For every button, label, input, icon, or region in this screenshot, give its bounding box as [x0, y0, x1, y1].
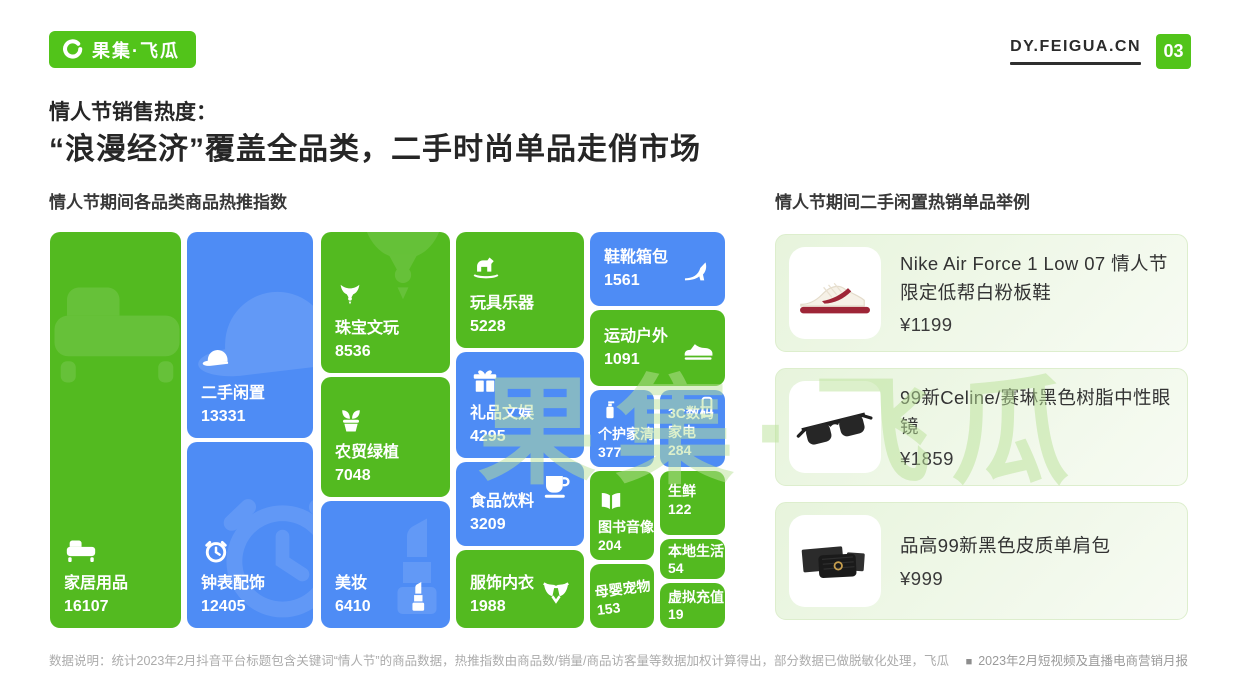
bikini-icon	[538, 576, 574, 612]
handbag-photo-icon	[801, 546, 865, 579]
product-card-leather-bag: 品高99新黑色皮质单肩包 ¥999	[775, 502, 1188, 620]
product-price: ¥1199	[900, 314, 953, 336]
brand-logo: 果集·飞瓜	[49, 31, 196, 68]
treemap-cell-local-life: 本地生活 54	[660, 539, 725, 579]
site-underline	[1010, 62, 1141, 65]
jewelry-icon	[335, 281, 365, 311]
title-kicker: 情人节销售热度：	[49, 101, 217, 124]
sunglasses-photo-icon	[796, 412, 873, 445]
site-url: DY.FEIGUA.CN	[1010, 38, 1141, 65]
treemap-section-heading: 情人节期间各品类商品热推指数	[49, 193, 287, 212]
treemap-cell-shoes-bags: 鞋靴箱包 1561	[590, 232, 725, 306]
sneaker-photo-icon	[800, 282, 870, 314]
rocking-horse-icon	[470, 254, 502, 286]
product-image-sunglasses	[789, 381, 881, 473]
open-book-icon	[598, 488, 624, 514]
product-image-bag	[789, 515, 881, 607]
product-name: Nike Air Force 1 Low 07 情人节限定低帮白粉板鞋	[900, 252, 1168, 303]
coffee-cup-icon	[540, 470, 572, 502]
product-name: 品高99新黑色皮质单肩包	[900, 535, 1111, 557]
treemap-cell-books-media: 图书音像 204	[590, 471, 654, 560]
product-card-list: Nike Air Force 1 Low 07 情人节限定低帮白粉板鞋 ¥119…	[775, 234, 1188, 636]
treemap-cell-home-goods: 家居用品 16107	[50, 232, 181, 628]
product-card-celine-glasses: 99新Celine/赛琳黑色树脂中性眼镜 ¥1859	[775, 368, 1188, 486]
treemap-cell-apparel-underwear: 服饰内衣 1988	[456, 550, 584, 628]
site-url-text: DY.FEIGUA.CN	[1010, 38, 1141, 55]
treemap-cell-secondhand: 二手闲置 13331	[187, 232, 313, 438]
treemap-cell-personal-care: 个护家清 377	[590, 390, 654, 467]
treemap-cell-agriculture-plants: 农贸绿植 7048	[321, 377, 450, 497]
treemap-cell-beauty: 美妆 6410	[321, 501, 450, 628]
treemap-cell-jewelry: 珠宝文玩 8536	[321, 232, 450, 373]
square-bullet-icon: ■	[965, 656, 973, 668]
page-number-badge: 03	[1156, 34, 1191, 69]
data-source-note: 数据说明：统计2023年2月抖音平台标题包含关键词“情人节”的商品数据，热推指数…	[49, 654, 950, 668]
lipstick-icon	[400, 578, 436, 614]
feigua-swirl-icon	[63, 38, 83, 59]
treemap-cell-sports-outdoor: 运动户外 1091	[590, 310, 725, 386]
treemap-cell-toys-instruments: 玩具乐器 5228	[456, 232, 584, 348]
treemap-cell-watches-accessories: 钟表配饰 12405	[187, 442, 313, 628]
product-price: ¥1859	[900, 448, 954, 470]
report-title: ■ 2023年2月短视频及直播电商营销月报	[966, 650, 1188, 669]
category-treemap: 家居用品 16107 二手闲置 13331 钟表配饰 12405 珠宝文玩 85…	[50, 232, 725, 628]
treemap-cell-food-beverage: 食品饮料 3209	[456, 462, 584, 546]
product-price: ¥999	[900, 567, 944, 589]
sneaker-icon	[681, 331, 715, 365]
products-section-heading: 情人节期间二手闲置热销单品举例	[775, 193, 1030, 212]
bed-icon	[64, 532, 98, 566]
brand-logo-text: 果集·飞瓜	[92, 40, 180, 61]
product-name: 99新Celine/赛琳黑色树脂中性眼镜	[900, 386, 1171, 437]
bottle-icon	[598, 398, 622, 422]
product-image-sneaker	[789, 247, 881, 339]
high-heel-icon	[681, 252, 715, 286]
plant-icon	[335, 403, 367, 435]
report-title-text: 2023年2月短视频及直播电商营销月报	[978, 654, 1188, 668]
treemap-cell-electronics: 3C数码家电 284	[660, 390, 725, 467]
gift-icon	[470, 366, 500, 396]
product-card-nike-shoe: Nike Air Force 1 Low 07 情人节限定低帮白粉板鞋 ¥119…	[775, 234, 1188, 352]
treemap-cell-fresh-food: 生鲜 122	[660, 471, 725, 535]
page-title: “浪漫经济”覆盖全品类，二手时尚单品走俏市场	[49, 133, 701, 166]
treemap-cell-gifts-entertainment: 礼品文娱 4295	[456, 352, 584, 458]
alarm-clock-icon	[201, 536, 231, 566]
treemap-cell-mother-baby-pets: 母婴宠物 153	[590, 564, 654, 628]
cap-icon	[201, 344, 233, 376]
treemap-cell-virtual-recharge: 虚拟充值 19	[660, 583, 725, 628]
